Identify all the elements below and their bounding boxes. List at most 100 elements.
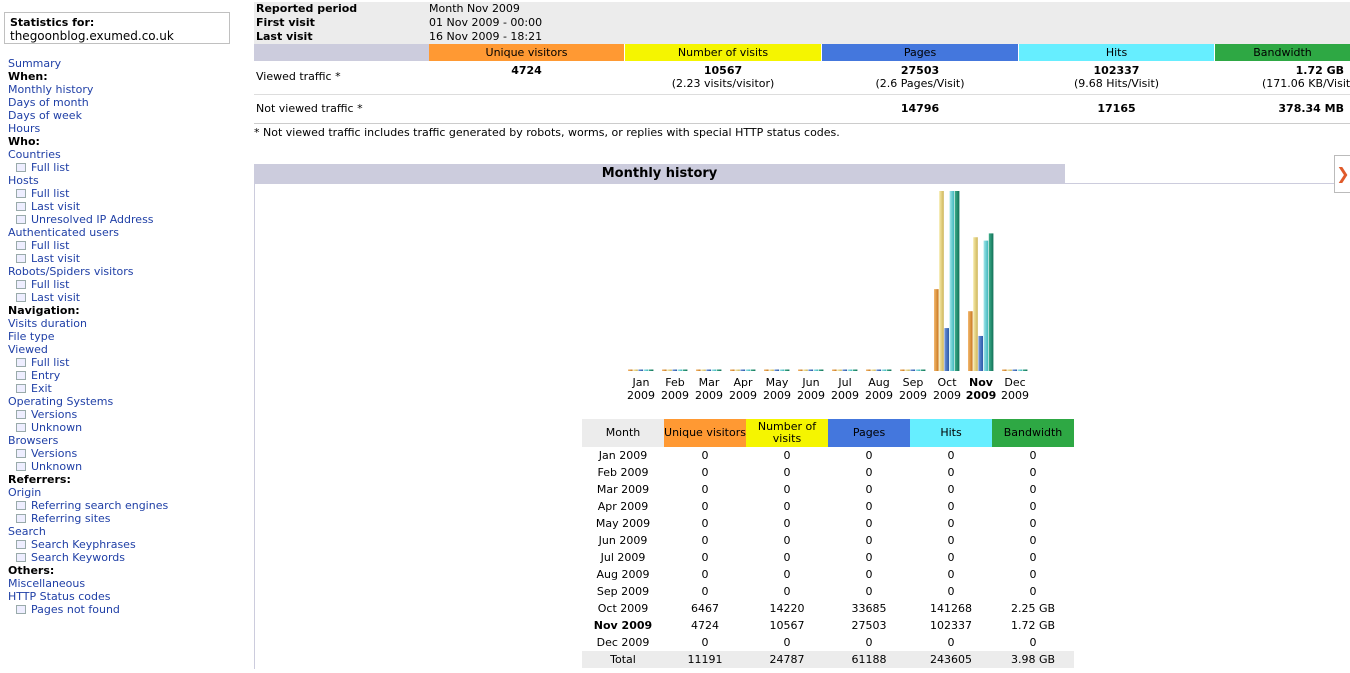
sidebar-item-full-list[interactable]: Full list <box>8 187 168 200</box>
pages-cell: 0 <box>865 551 873 564</box>
sidebar-item-entry[interactable]: Entry <box>8 369 168 382</box>
sidebar-item-full-list[interactable]: Full list <box>8 356 168 369</box>
awstats-logo-icon[interactable]: ❯ <box>1334 155 1350 193</box>
sidebar-item-label[interactable]: Full list <box>31 356 70 369</box>
sidebar-item-file-type[interactable]: File type <box>8 330 168 343</box>
sidebar-item-operating-systems[interactable]: Operating Systems <box>8 395 168 408</box>
sidebar-item-robots-spiders-visitors[interactable]: Robots/Spiders visitors <box>8 265 168 278</box>
sidebar-item-label[interactable]: Days of week <box>8 109 82 122</box>
sidebar-item-miscellaneous[interactable]: Miscellaneous <box>8 577 168 590</box>
unique-cell: 0 <box>701 551 709 564</box>
sidebar-item-label[interactable]: Unresolved IP Address <box>31 213 154 226</box>
viewed-visits: 10567 <box>703 64 743 77</box>
sidebar-item-monthly-history[interactable]: Monthly history <box>8 83 168 96</box>
sidebar-item-label[interactable]: Summary <box>8 57 62 70</box>
sidebar-item-viewed[interactable]: Viewed <box>8 343 168 356</box>
sidebar-item-label[interactable]: HTTP Status codes <box>8 590 111 603</box>
pages-cell: 0 <box>865 636 873 649</box>
bar-unique-visitors-3 <box>730 369 735 371</box>
sidebar-item-exit[interactable]: Exit <box>8 382 168 395</box>
sidebar-item-unknown[interactable]: Unknown <box>8 460 168 473</box>
sidebar-item-visits-duration[interactable]: Visits duration <box>8 317 168 330</box>
sidebar-item-summary[interactable]: Summary <box>8 57 168 70</box>
sidebar-item-full-list[interactable]: Full list <box>8 239 168 252</box>
table-row: Jun 2009 0 0 0 0 0 <box>582 532 1074 549</box>
sidebar-item-last-visit[interactable]: Last visit <box>8 200 168 213</box>
sidebar-item-http-status-codes[interactable]: HTTP Status codes <box>8 590 168 603</box>
sidebar-item-search-keyphrases[interactable]: Search Keyphrases <box>8 538 168 551</box>
sidebar-item-referring-sites[interactable]: Referring sites <box>8 512 168 525</box>
sidebar-item-label[interactable]: Full list <box>31 187 70 200</box>
sidebar-item-label[interactable]: Pages not found <box>31 603 120 616</box>
sidebar-item-search[interactable]: Search <box>8 525 168 538</box>
sidebar-item-label[interactable]: Referring sites <box>31 512 111 525</box>
sidebar-item-label[interactable]: Unknown <box>31 460 83 473</box>
sidebar-item-hosts[interactable]: Hosts <box>8 174 168 187</box>
sidebar-item-label[interactable]: Full list <box>31 239 70 252</box>
table-row: Aug 2009 0 0 0 0 0 <box>582 566 1074 583</box>
sidebar-item-label[interactable]: Entry <box>31 369 61 382</box>
sidebar-item-versions[interactable]: Versions <box>8 447 168 460</box>
bar-unique-visitors-7 <box>866 369 871 371</box>
bar-hits-4 <box>779 369 785 371</box>
sidebar-item-label[interactable]: Monthly history <box>8 83 94 96</box>
sidebar-item-label[interactable]: Operating Systems <box>8 395 114 408</box>
sidebar-item-label[interactable]: Browsers <box>8 434 59 447</box>
sidebar-item-last-visit[interactable]: Last visit <box>8 291 168 304</box>
sidebar-item-full-list[interactable]: Full list <box>8 278 168 291</box>
bar-pages-8 <box>910 369 915 371</box>
sidebar-item-referring-search-engines[interactable]: Referring search engines <box>8 499 168 512</box>
sidebar-item-label[interactable]: Hours <box>8 122 41 135</box>
sidebar-item-full-list[interactable]: Full list <box>8 161 168 174</box>
sidebar-item-label[interactable]: Authenticated users <box>8 226 119 239</box>
month-cell: Dec 2009 <box>596 636 650 649</box>
sidebar-item-label[interactable]: Hosts <box>8 174 39 187</box>
bar-bandwidth-6 <box>852 369 858 371</box>
sidebar-item-days-of-month[interactable]: Days of month <box>8 96 168 109</box>
sidebar-item-label[interactable]: Visits duration <box>8 317 87 330</box>
sidebar-item-pages-not-found[interactable]: Pages not found <box>8 603 168 616</box>
sidebar-item-unknown[interactable]: Unknown <box>8 421 168 434</box>
sidebar-item-hours[interactable]: Hours <box>8 122 168 135</box>
sidebar-item-label[interactable]: Versions <box>31 408 78 421</box>
sidebar-item-label[interactable]: Full list <box>31 161 70 174</box>
sidebar-item-search-keywords[interactable]: Search Keywords <box>8 551 168 564</box>
sidebar-item-label[interactable]: Referring search engines <box>31 499 169 512</box>
viewed-visits-sub: (2.23 visits/visitor) <box>671 77 775 90</box>
bar-hits-9 <box>949 191 955 371</box>
sidebar-item-label[interactable]: Exit <box>31 382 52 395</box>
sidebar-item-label[interactable]: Search Keywords <box>31 551 125 564</box>
sidebar-item-authenticated-users[interactable]: Authenticated users <box>8 226 168 239</box>
month-cell: Oct 2009 <box>597 602 649 615</box>
sidebar-item-label[interactable]: Last visit <box>31 291 81 304</box>
sidebar-item-label[interactable]: Origin <box>8 486 42 499</box>
sidebar-item-days-of-week[interactable]: Days of week <box>8 109 168 122</box>
table-total-row: Total 11191 24787 61188 243605 3.98 GB <box>582 651 1074 668</box>
sidebar-item-label[interactable]: Last visit <box>31 252 81 265</box>
col-pages: Pages <box>822 44 1018 61</box>
sidebar-item-unresolved-ip-address[interactable]: Unresolved IP Address <box>8 213 168 226</box>
sidebar-item-label[interactable]: Unknown <box>31 421 83 434</box>
sidebar-item-versions[interactable]: Versions <box>8 408 168 421</box>
list-bullet-icon <box>16 383 26 393</box>
sidebar-item-label[interactable]: Days of month <box>8 96 89 109</box>
sidebar-item-label[interactable]: Versions <box>31 447 78 460</box>
sidebar-item-label[interactable]: Full list <box>31 278 70 291</box>
monthly-history-table: Month Unique visitors Number of visits P… <box>582 419 1074 668</box>
sidebar-item-label[interactable]: File type <box>8 330 55 343</box>
bar-number-of-visits-2 <box>701 369 706 371</box>
sidebar-item-label[interactable]: Search <box>8 525 46 538</box>
sidebar-item-label[interactable]: Viewed <box>8 343 48 356</box>
sidebar-item-last-visit[interactable]: Last visit <box>8 252 168 265</box>
list-bullet-icon <box>16 162 26 172</box>
sidebar-item-label[interactable]: Countries <box>8 148 61 161</box>
bandwidth-cell: 0 <box>1029 585 1037 598</box>
sidebar-item-origin[interactable]: Origin <box>8 486 168 499</box>
sidebar-item-browsers[interactable]: Browsers <box>8 434 168 447</box>
sidebar-item-label[interactable]: Miscellaneous <box>8 577 86 590</box>
sidebar-item-label[interactable]: Robots/Spiders visitors <box>8 265 134 278</box>
sidebar-item-label[interactable]: Last visit <box>31 200 81 213</box>
sidebar-item-label[interactable]: Search Keyphrases <box>31 538 136 551</box>
bar-bandwidth-10 <box>988 233 994 371</box>
sidebar-item-countries[interactable]: Countries <box>8 148 168 161</box>
